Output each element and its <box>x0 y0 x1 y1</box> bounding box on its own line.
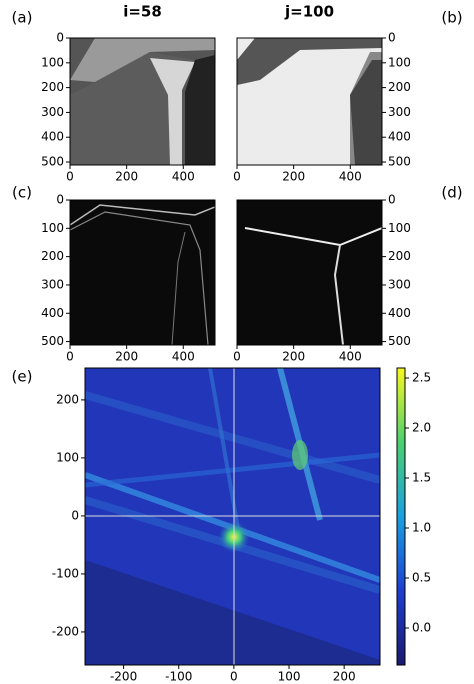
y-tick-label: 300 <box>41 105 64 119</box>
y-tick-label: 500 <box>388 155 411 169</box>
y-tick-label: 400 <box>41 306 64 320</box>
y-tick-label: 100 <box>56 450 79 464</box>
y-tick-label: 300 <box>388 105 411 119</box>
y-tick-label: 500 <box>388 334 411 348</box>
image-d <box>237 200 382 345</box>
plot-frame <box>69 37 216 166</box>
y-tick-label: 400 <box>388 130 411 144</box>
y-tick-label: 400 <box>388 306 411 320</box>
x-tick-label: -200 <box>110 670 137 684</box>
x-tick-label: 200 <box>282 170 305 184</box>
panel-title: j=100 <box>284 3 334 21</box>
x-tick-label: 200 <box>282 350 305 364</box>
y-tick-label: 200 <box>388 80 411 94</box>
image-a <box>70 38 215 165</box>
panel-label: (a) <box>12 9 33 27</box>
x-tick-label: 200 <box>115 350 138 364</box>
y-tick-label: 100 <box>388 55 411 69</box>
x-tick-label: 400 <box>172 170 195 184</box>
x-tick-label: 200 <box>333 670 356 684</box>
x-tick-label: 100 <box>278 670 301 684</box>
y-tick-label: 0 <box>388 31 396 45</box>
y-tick-label: 100 <box>41 221 64 235</box>
x-tick-label: 0 <box>66 350 74 364</box>
plot-frame <box>236 37 383 166</box>
y-tick-label: 400 <box>41 130 64 144</box>
colorbar-tick-label: 1.0 <box>412 521 431 535</box>
x-tick-label: 0 <box>230 670 238 684</box>
y-tick-label: 200 <box>41 80 64 94</box>
colorbar-tick-label: 0.5 <box>412 571 431 585</box>
y-tick-label: 0 <box>71 508 79 522</box>
x-tick-label: 200 <box>115 170 138 184</box>
image-b <box>237 38 382 165</box>
x-tick-label: -100 <box>165 670 192 684</box>
image-c <box>70 200 215 345</box>
plot-frame <box>69 199 216 346</box>
y-tick-label: 200 <box>388 249 411 263</box>
panel-label: (c) <box>12 184 32 202</box>
colorbar-tick-label: 2.5 <box>412 371 431 385</box>
y-tick-label: 100 <box>41 55 64 69</box>
panel-title: i=58 <box>123 3 162 21</box>
y-tick-label: 500 <box>41 155 64 169</box>
colorbar-tick-label: 2.0 <box>412 421 431 435</box>
heatmap-image <box>85 368 380 665</box>
y-tick-label: 100 <box>388 221 411 235</box>
panel-label: (d) <box>441 184 462 202</box>
x-tick-label: 400 <box>339 170 362 184</box>
x-tick-label: 0 <box>233 170 241 184</box>
panel-label: (b) <box>441 9 462 27</box>
y-tick-label: 300 <box>41 277 64 291</box>
y-tick-label: 200 <box>56 392 79 406</box>
colorbar <box>396 367 406 666</box>
plot-frame <box>236 199 383 346</box>
x-tick-label: 400 <box>339 350 362 364</box>
x-tick-label: 0 <box>66 170 74 184</box>
panel-label: (e) <box>12 368 33 386</box>
y-tick-label: 0 <box>388 193 396 207</box>
y-tick-label: 0 <box>56 193 64 207</box>
y-tick-label: -200 <box>52 624 79 638</box>
colorbar-tick-label: 0.0 <box>412 621 431 635</box>
y-tick-label: 300 <box>388 277 411 291</box>
y-tick-label: -100 <box>52 566 79 580</box>
x-tick-label: 400 <box>172 350 195 364</box>
x-tick-label: 0 <box>233 350 241 364</box>
y-tick-label: 500 <box>41 334 64 348</box>
colorbar-tick-label: 1.5 <box>412 471 431 485</box>
plot-frame <box>84 367 381 666</box>
y-tick-label: 200 <box>41 249 64 263</box>
y-tick-label: 0 <box>56 31 64 45</box>
